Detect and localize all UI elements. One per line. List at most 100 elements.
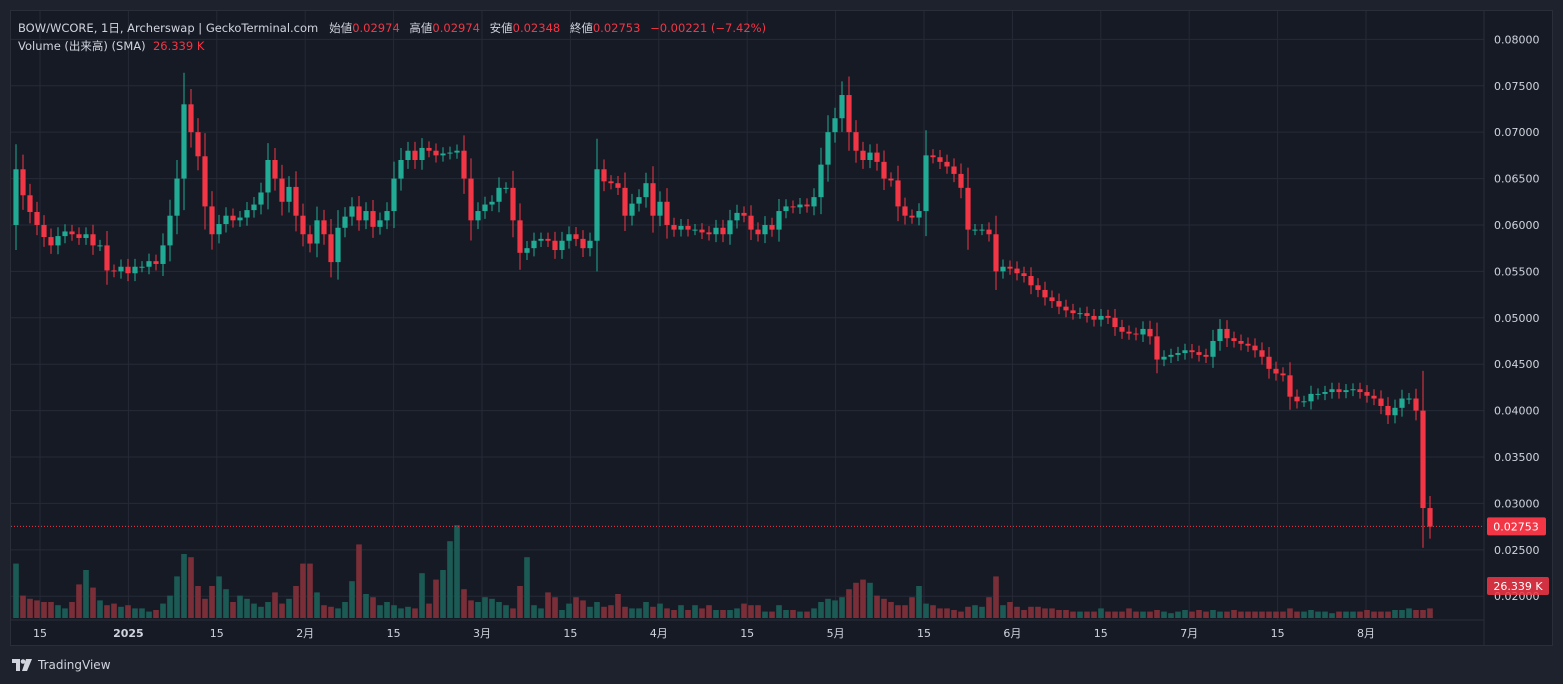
volume-bar (363, 594, 369, 618)
candle-body (405, 150, 411, 161)
y-tick-label: 0.05500 (1494, 265, 1540, 278)
volume-bar (818, 602, 824, 618)
candle-body (951, 166, 957, 174)
candle-body (1357, 389, 1363, 393)
volume-bar (1035, 606, 1041, 618)
candle-body (97, 245, 103, 247)
tradingview-brand[interactable]: TradingView (12, 658, 111, 672)
volume-bar (167, 595, 173, 618)
candle-body (482, 204, 488, 212)
candle-body (1259, 350, 1265, 357)
volume-bar (489, 598, 495, 618)
volume-bar (48, 602, 54, 618)
candle-body (944, 161, 950, 167)
candle-body (244, 210, 250, 218)
candle-body (755, 229, 761, 235)
candle-body (552, 240, 558, 251)
candle-body (608, 181, 614, 184)
volume-bar (839, 597, 845, 618)
volume-bar (195, 586, 201, 618)
candle-body (1427, 508, 1433, 527)
volume-bar (615, 594, 621, 618)
candle-body (1308, 393, 1314, 402)
volume-bars (13, 525, 1433, 618)
candle-body (573, 234, 579, 239)
x-tick-label: 15 (1094, 627, 1108, 640)
symbol-title[interactable]: BOW/WCORE, 1日, Archerswap | GeckoTermina… (18, 21, 319, 35)
time-axis[interactable]: 15 2025 15 2月 15 3月 15 4月 15 5月 15 6月 15 7月 15 8月 (33, 627, 1375, 640)
candle-body (13, 169, 19, 225)
volume-bar (1007, 602, 1013, 618)
candle-body (531, 240, 537, 249)
volume-bar (1028, 606, 1034, 618)
volume-bar (146, 611, 152, 618)
volume-bar (181, 554, 187, 618)
volume-bar (867, 582, 873, 618)
volume-bar (293, 586, 299, 618)
volume-bar (1357, 611, 1363, 618)
candle-body (125, 266, 131, 274)
volume-bar (524, 557, 530, 618)
volume-bar (1350, 611, 1356, 618)
candle-body (349, 206, 355, 217)
volume-label[interactable]: Volume (出来高) (SMA) (18, 39, 146, 53)
volume-bar (90, 587, 96, 618)
volume-bar (223, 589, 229, 618)
volume-bar (97, 600, 103, 618)
volume-bar (1315, 611, 1321, 618)
candle-body (1021, 273, 1027, 277)
candle-body (384, 211, 390, 221)
candlesticks (13, 72, 1433, 548)
volume-bar (881, 598, 887, 618)
volume-bar (1147, 611, 1153, 618)
volume-bar (804, 611, 810, 618)
volume-bar (566, 603, 572, 618)
candle-body (706, 232, 712, 235)
candle-body (524, 248, 530, 253)
candle-body (1336, 389, 1342, 393)
candle-body (1413, 398, 1419, 411)
x-tick-label: 5月 (827, 627, 845, 640)
volume-bar (1154, 610, 1160, 618)
volume-bar (349, 581, 355, 618)
volume-bar (1161, 611, 1167, 618)
x-tick-label: 2月 (296, 627, 314, 640)
x-tick-label: 8月 (1357, 627, 1375, 640)
candle-body (972, 229, 978, 231)
candle-body (1203, 354, 1209, 357)
close-label: 終値 (569, 21, 593, 35)
candle-body (1350, 389, 1356, 391)
volume-bar (307, 563, 313, 618)
volume-bar (1070, 611, 1076, 618)
volume-bar (958, 611, 964, 618)
volume-bar (370, 597, 376, 618)
volume-bar (1196, 610, 1202, 618)
candle-body (1168, 354, 1174, 357)
volume-bar (1203, 611, 1209, 618)
candle-body (454, 150, 460, 153)
candle-body (1007, 266, 1013, 269)
candle-body (566, 234, 572, 241)
volume-bar (1301, 611, 1307, 618)
volume-bar (482, 597, 488, 618)
y-tick-label: 0.04000 (1494, 405, 1540, 418)
tradingview-logo-icon (12, 659, 32, 671)
candle-body (230, 215, 236, 221)
ohlc-legend: BOW/WCORE, 1日, Archerswap | GeckoTermina… (18, 20, 772, 36)
volume-bar (69, 602, 75, 618)
y-tick-label: 0.04500 (1494, 358, 1540, 371)
volume-bar (342, 602, 348, 618)
volume-bar (1126, 608, 1132, 618)
candle-body (1420, 410, 1426, 509)
x-tick-label: 15 (917, 627, 931, 640)
volume-bar (62, 608, 68, 618)
price-axis[interactable]: 0.08000 0.07500 0.07000 0.06500 0.06000 0.055… (1494, 33, 1540, 603)
y-tick-label: 0.06000 (1494, 219, 1540, 232)
volume-bar (1112, 611, 1118, 618)
volume-bar (433, 579, 439, 618)
volume-bar (216, 576, 222, 618)
candle-body (699, 229, 705, 233)
y-tick-label: 0.02500 (1494, 544, 1540, 557)
volume-bar (384, 602, 390, 618)
